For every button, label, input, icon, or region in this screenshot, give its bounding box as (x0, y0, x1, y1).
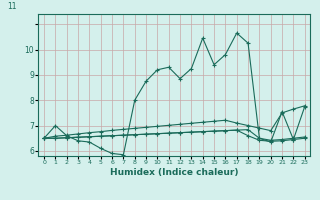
Text: 11: 11 (7, 2, 17, 11)
X-axis label: Humidex (Indice chaleur): Humidex (Indice chaleur) (110, 168, 239, 177)
